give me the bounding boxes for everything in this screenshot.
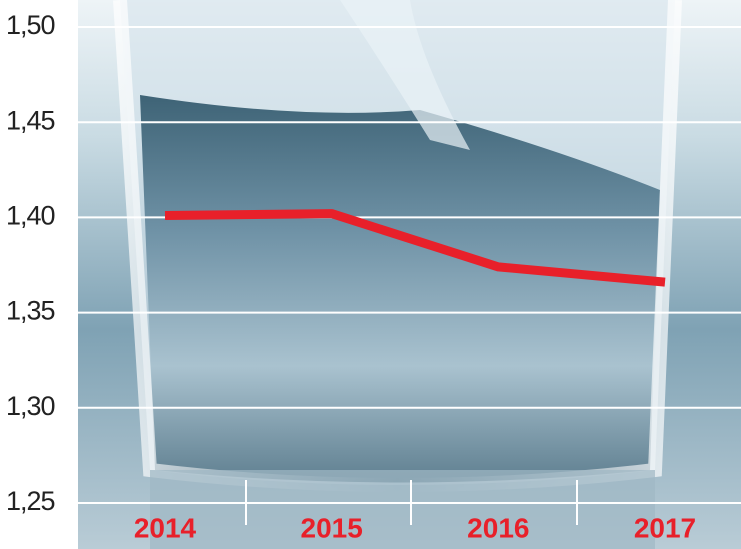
x-tick-label: 2015 — [301, 512, 363, 543]
x-tick-label: 2017 — [634, 512, 696, 543]
y-tick-label: 1,30 — [6, 391, 55, 421]
y-tick-label: 1,25 — [6, 486, 55, 516]
data-line — [164, 209, 666, 287]
y-tick-label: 1,35 — [6, 296, 55, 326]
x-tick-label: 2014 — [134, 512, 197, 543]
x-tick-label: 2016 — [467, 512, 529, 543]
y-tick-label: 1,50 — [6, 10, 55, 40]
background-photo — [78, 0, 741, 549]
y-tick-label: 1,45 — [6, 105, 55, 135]
y-tick-label: 1,40 — [6, 201, 55, 231]
